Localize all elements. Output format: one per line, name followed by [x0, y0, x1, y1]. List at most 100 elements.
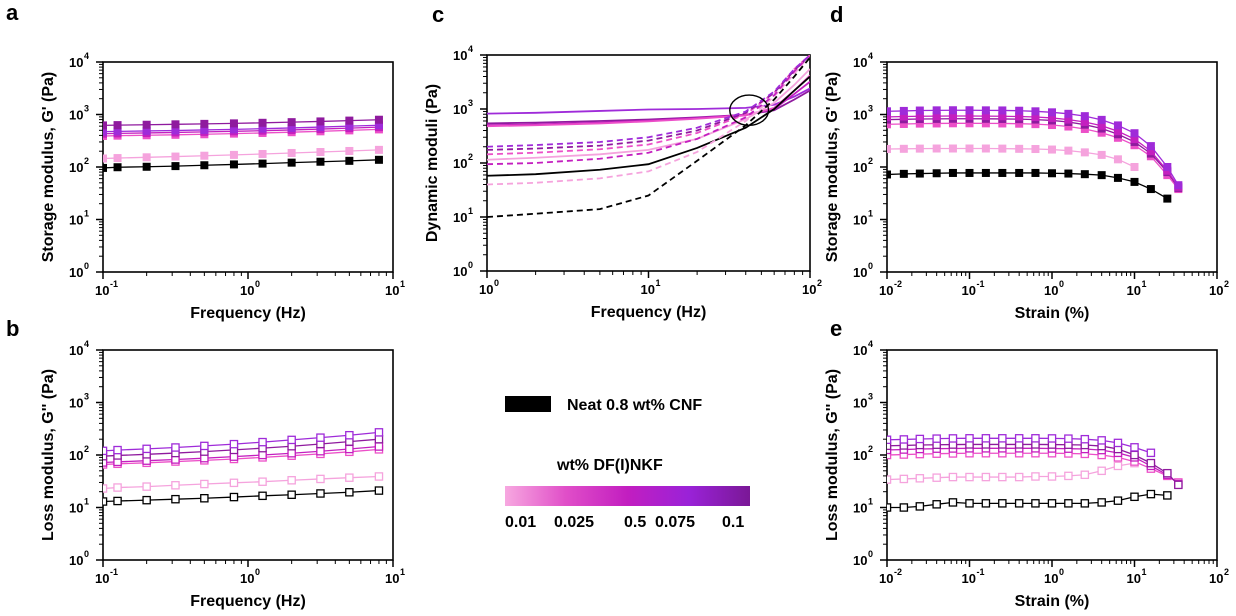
data-point	[932, 144, 941, 153]
y-tick-label: 10	[69, 448, 83, 463]
x-tick-exp: -2	[894, 279, 902, 289]
x-axis-label: Strain (%)	[1015, 305, 1090, 322]
y-axis-label: Storage modulus, G' (Pa)	[40, 72, 57, 263]
series-line-neat	[487, 56, 810, 218]
data-point	[103, 484, 108, 493]
data-point	[1130, 162, 1139, 171]
data-point	[287, 148, 296, 157]
y-tick-exp: 2	[868, 156, 873, 166]
series-line-neat	[887, 493, 1168, 509]
data-point	[899, 169, 908, 178]
data-point	[103, 154, 108, 163]
y-tick-exp: 2	[868, 444, 873, 454]
data-point	[142, 495, 151, 505]
data-point	[998, 472, 1007, 482]
data-point	[981, 168, 990, 177]
data-point	[965, 472, 974, 482]
data-point	[200, 441, 209, 451]
data-point	[229, 478, 239, 488]
y-tick-label: 10	[853, 265, 867, 280]
data-point	[1031, 107, 1040, 116]
x-tick-exp: 1	[1142, 279, 1147, 289]
data-point	[1113, 155, 1122, 164]
x-tick-label: 10	[802, 282, 816, 297]
data-point	[1130, 450, 1139, 460]
data-point	[1080, 434, 1090, 444]
data-point	[171, 152, 180, 161]
data-point	[887, 435, 892, 445]
panel-label-e: e	[830, 316, 842, 341]
legend-neat-label: Neat 0.8 wt% CNF	[567, 397, 702, 414]
y-tick-exp: 1	[84, 209, 89, 219]
y-tick-label: 10	[453, 210, 467, 225]
legend-tick: 0.1	[722, 514, 744, 531]
data-point	[887, 170, 892, 179]
y-tick-label: 10	[853, 108, 867, 123]
x-tick-label: 10	[240, 283, 254, 298]
data-point	[1015, 106, 1024, 115]
data-point	[1097, 150, 1106, 159]
series-line-neat	[487, 75, 810, 177]
data-point	[948, 168, 957, 177]
data-point	[1014, 472, 1024, 482]
x-tick-label: 10	[1044, 283, 1058, 298]
data-point	[887, 503, 892, 512]
crossover-ellipse	[729, 94, 770, 127]
data-point	[1080, 170, 1089, 179]
x-tick-exp: 0	[494, 278, 499, 288]
data-point	[113, 496, 122, 506]
x-tick-label: 10	[879, 283, 893, 298]
data-point	[258, 149, 267, 158]
data-point	[981, 106, 990, 115]
data-point	[103, 446, 108, 456]
x-tick-exp: -1	[977, 279, 985, 289]
x-axis-label: Frequency (Hz)	[591, 304, 707, 321]
panel-label-a: a	[6, 0, 19, 25]
data-point	[316, 446, 325, 456]
y-tick-exp: 1	[868, 497, 873, 507]
data-point	[1113, 438, 1123, 448]
data-point	[1064, 471, 1073, 481]
x-tick-label: 10	[95, 283, 109, 298]
data-point	[1048, 108, 1057, 117]
data-point	[142, 482, 151, 491]
data-point	[948, 106, 957, 115]
data-point	[887, 107, 892, 116]
data-point	[1048, 145, 1057, 154]
x-axis-label: Strain (%)	[1015, 593, 1090, 610]
data-point	[1130, 492, 1139, 502]
data-point	[316, 433, 325, 442]
data-point	[171, 443, 180, 452]
series-line-neat	[887, 172, 1168, 200]
y-tick-exp: 3	[868, 392, 873, 402]
data-point	[374, 486, 384, 495]
data-point	[345, 488, 354, 497]
y-tick-label: 10	[69, 265, 83, 280]
data-point	[1163, 194, 1172, 203]
data-point	[1113, 496, 1123, 505]
series-line-c001	[887, 147, 1135, 168]
data-point	[965, 106, 974, 115]
legend-gradient-bar	[505, 486, 750, 506]
data-point	[915, 474, 925, 483]
data-point	[948, 144, 957, 153]
x-tick-exp: -1	[110, 567, 118, 577]
series-line-c001	[487, 68, 810, 161]
y-tick-exp: 4	[84, 339, 89, 349]
data-point	[229, 439, 239, 449]
data-point	[171, 481, 180, 490]
data-point	[200, 494, 209, 503]
data-point	[915, 169, 924, 178]
y-tick-exp: 2	[84, 444, 89, 454]
panel-label-d: d	[830, 2, 843, 27]
data-point	[345, 444, 354, 454]
y-axis-label: Storage modulus, G' (Pa)	[824, 72, 841, 263]
data-point	[229, 150, 238, 159]
data-point	[287, 476, 296, 485]
data-point	[142, 153, 151, 162]
series-group	[887, 106, 1183, 203]
y-tick-label: 10	[69, 160, 83, 175]
